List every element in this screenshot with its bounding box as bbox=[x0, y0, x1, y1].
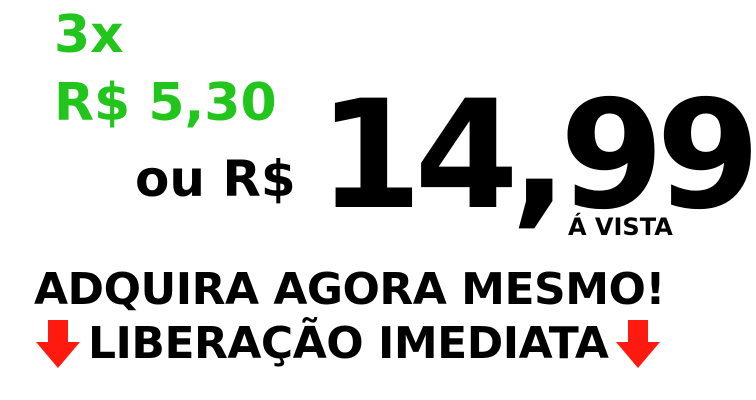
installments-count: 3x bbox=[54, 5, 124, 65]
arrow-down-icon bbox=[616, 320, 661, 368]
or-currency-label: ou R$ bbox=[135, 150, 296, 208]
arrow-down-icon bbox=[36, 320, 80, 368]
cash-payment-label: Á VISTA bbox=[568, 213, 673, 241]
release-label: LIBERAÇÃO IMEDIATA bbox=[88, 318, 609, 369]
price-value: 14,99 bbox=[318, 69, 756, 243]
release-row: LIBERAÇÃO IMEDIATA bbox=[34, 316, 662, 372]
headline: ADQUIRA AGORA MESMO! bbox=[34, 264, 665, 315]
installment-value: R$ 5,30 bbox=[54, 73, 277, 133]
